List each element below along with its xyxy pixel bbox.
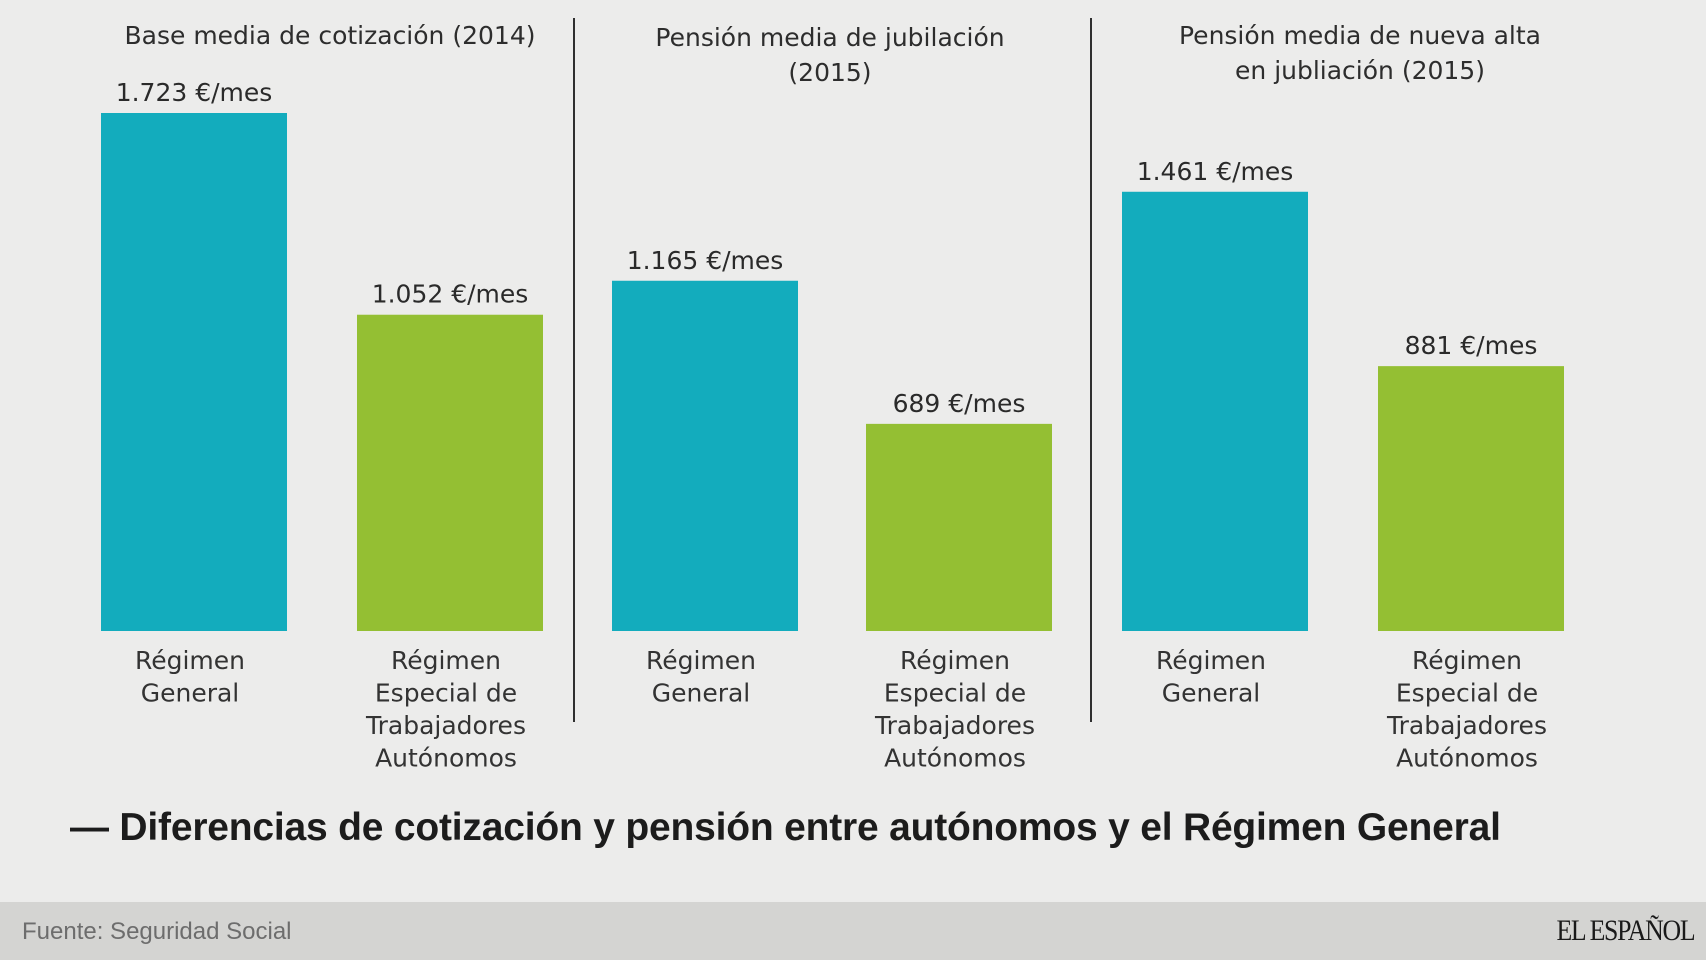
- category-label-line: Autónomos: [884, 744, 1026, 773]
- category-label-line: Régimen: [391, 646, 501, 675]
- category-label-line: Autónomos: [1396, 744, 1538, 773]
- bar-panel1-autonomos: [357, 314, 543, 631]
- value-label: 1.165 €/mes: [627, 246, 784, 275]
- brand-logo: EL ESPAÑOL: [1556, 914, 1695, 947]
- category-label: Régimen General: [135, 646, 245, 708]
- category-label-line: General: [1162, 679, 1261, 708]
- category-label-line: Especial de: [375, 679, 517, 708]
- category-label-line: Especial de: [884, 679, 1026, 708]
- panel-title-nueva-alta: Pensión media de nueva alta en jubliació…: [1179, 21, 1541, 85]
- value-label: 881 €/mes: [1405, 331, 1538, 360]
- footer-bar: Fuente: Seguridad Social EL ESPAÑOL: [0, 902, 1706, 960]
- category-label-line: Régimen: [1412, 646, 1522, 675]
- bar-panel3-general: [1122, 191, 1308, 631]
- category-label-line: General: [652, 679, 751, 708]
- bar-panel2-general: [612, 280, 798, 631]
- category-label-line: Autónomos: [375, 744, 517, 773]
- category-label-line: Trabajadores: [874, 711, 1035, 740]
- category-label-line: Régimen: [135, 646, 245, 675]
- category-label-line: Trabajadores: [1386, 711, 1547, 740]
- bar-panel3-autonomos: [1378, 366, 1564, 631]
- value-label: 689 €/mes: [893, 389, 1026, 418]
- category-label-line: General: [141, 679, 240, 708]
- category-label-line: Régimen: [646, 646, 756, 675]
- category-label: Régimen Especial de Trabajadores Autónomos: [365, 646, 526, 773]
- headline: — Diferencias de cotización y pensión en…: [70, 806, 1501, 849]
- bar-panel1-general: [101, 113, 287, 631]
- panel-title-cotizacion: Base media de cotización (2014): [124, 21, 536, 50]
- panel-title-pension-media: Pensión media de jubilación (2015): [655, 23, 1005, 87]
- category-label-line: Régimen: [1156, 646, 1266, 675]
- category-label: Régimen Especial de Trabajadores Autónomos: [1386, 646, 1547, 773]
- value-label: 1.461 €/mes: [1137, 157, 1294, 186]
- source-note: Fuente: Seguridad Social: [22, 918, 292, 945]
- category-label-line: Especial de: [1396, 679, 1538, 708]
- category-label: Régimen General: [646, 646, 756, 708]
- value-label: 1.723 €/mes: [116, 78, 273, 107]
- category-label: Régimen Especial de Trabajadores Autónomos: [874, 646, 1035, 773]
- bar-panel2-autonomos: [866, 423, 1052, 631]
- category-label-line: Trabajadores: [365, 711, 526, 740]
- category-label: Régimen General: [1156, 646, 1266, 708]
- category-label-line: Régimen: [900, 646, 1010, 675]
- value-label: 1.052 €/mes: [372, 280, 529, 309]
